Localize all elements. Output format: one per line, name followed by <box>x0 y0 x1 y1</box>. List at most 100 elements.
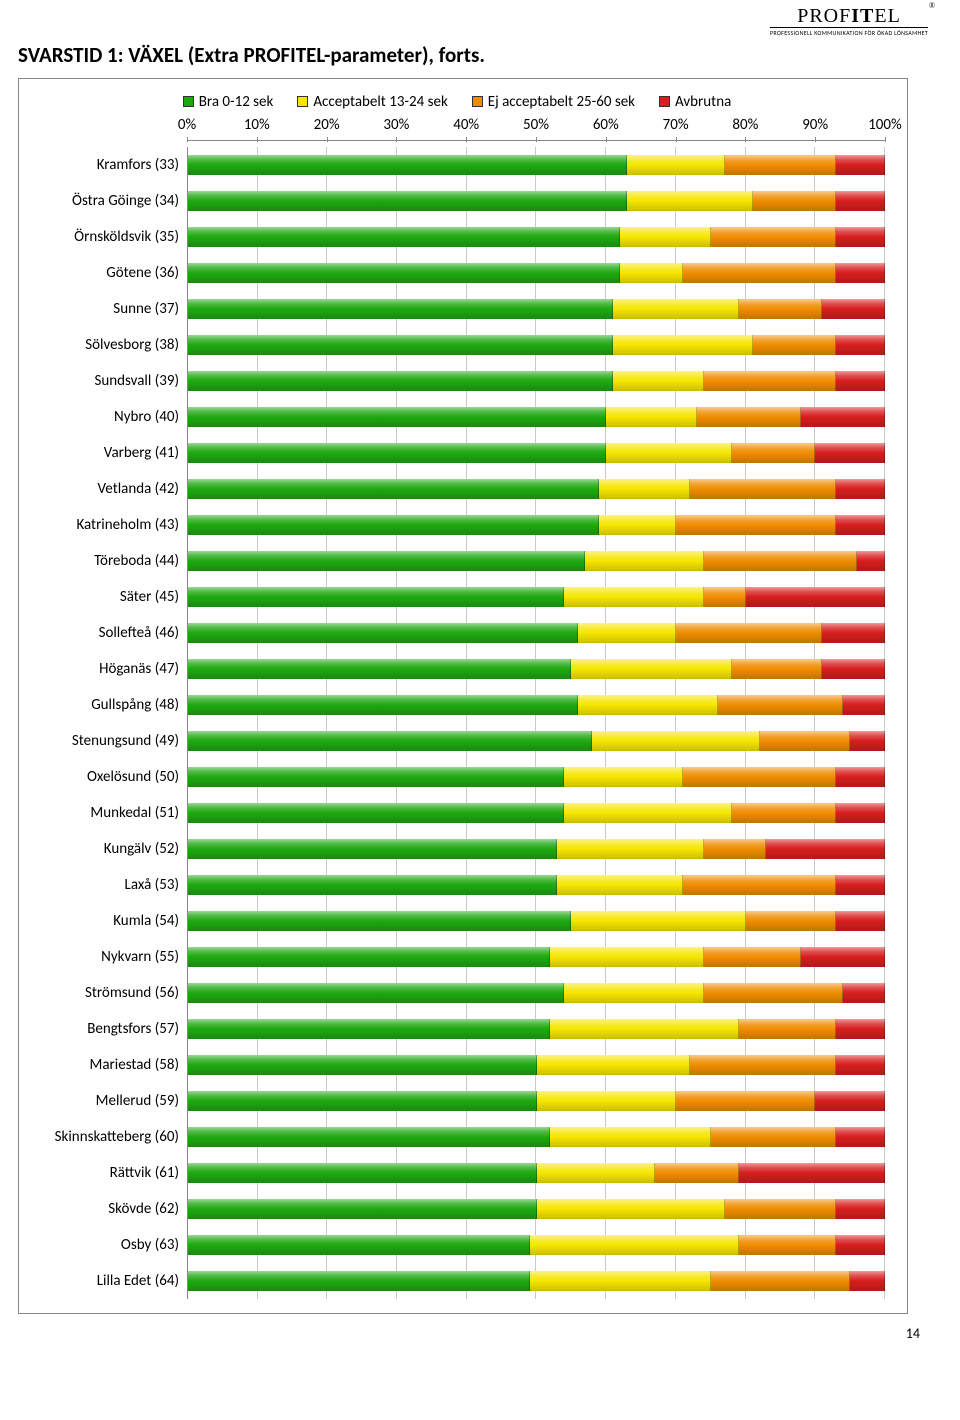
bar-segment <box>188 947 550 967</box>
bar-segment <box>537 1199 725 1219</box>
stacked-bar <box>188 875 885 895</box>
bar-segment <box>683 263 836 283</box>
logo-part: P <box>797 5 809 27</box>
bar-segment <box>188 731 592 751</box>
bar-segment <box>836 263 885 283</box>
bar-segment <box>732 443 816 463</box>
stacked-bar <box>188 587 885 607</box>
bar-row: Strömsund (56) <box>29 975 885 1011</box>
stacked-bar <box>188 839 885 859</box>
row-label: Strömsund (56) <box>29 984 187 1002</box>
legend-item: Bra 0-12 sek <box>183 93 274 111</box>
row-label: Lilla Edet (64) <box>29 1272 187 1290</box>
bar-segment <box>746 911 837 931</box>
bar-segment <box>690 1055 836 1075</box>
bar-segment <box>188 227 620 247</box>
bar-segment <box>836 227 885 247</box>
bar-row: Lilla Edet (64) <box>29 1263 885 1299</box>
x-tick-label: 100% <box>868 116 902 134</box>
bar-segment <box>188 551 585 571</box>
stacked-bar <box>188 947 885 967</box>
bar-row: Örnsköldsvik (35) <box>29 219 885 255</box>
bar-segment <box>850 1271 885 1291</box>
bar-row: Töreboda (44) <box>29 543 885 579</box>
x-axis-ticks: 0%10%20%30%40%50%60%70%80%90%100% <box>187 119 885 141</box>
x-tick-label: 0% <box>178 116 196 134</box>
page-number: 14 <box>906 1325 920 1342</box>
bar-segment <box>836 371 885 391</box>
row-label: Bengtsfors (57) <box>29 1020 187 1038</box>
bar-segment <box>537 1163 655 1183</box>
bar-segment <box>188 587 564 607</box>
bar-segment <box>836 1055 885 1075</box>
bar-segment <box>836 911 885 931</box>
bar-segment <box>822 623 885 643</box>
x-tick-label: 30% <box>383 116 409 134</box>
bar-segment <box>188 875 557 895</box>
stacked-bar <box>188 767 885 787</box>
bar-row: Mariestad (58) <box>29 1047 885 1083</box>
bar-row: Rättvik (61) <box>29 1155 885 1191</box>
page: PROFITEL ® PROFESSIONELL KOMMUNIKATION F… <box>0 0 960 1354</box>
bar-segment <box>606 443 731 463</box>
legend-label: Avbrutna <box>675 93 731 111</box>
bar-segment <box>711 1127 836 1147</box>
row-label: Rättvik (61) <box>29 1164 187 1182</box>
row-label: Osby (63) <box>29 1236 187 1254</box>
profitel-logo: PROFITEL ® PROFESSIONELL KOMMUNIKATION F… <box>770 6 928 36</box>
row-label: Götene (36) <box>29 264 187 282</box>
bar-segment <box>836 515 885 535</box>
chart-rows: Kramfors (33)Östra Göinge (34)Örnsköldsv… <box>29 147 885 1299</box>
stacked-bar <box>188 1163 885 1183</box>
bar-segment <box>585 551 703 571</box>
stacked-bar <box>188 515 885 535</box>
bar-segment <box>188 1199 537 1219</box>
bar-segment <box>627 155 725 175</box>
bar-segment <box>836 1199 885 1219</box>
stacked-bar <box>188 659 885 679</box>
row-label: Sölvesborg (38) <box>29 336 187 354</box>
bar-segment <box>857 551 885 571</box>
x-tick-label: 10% <box>244 116 270 134</box>
bar-segment <box>676 1091 815 1111</box>
bar-segment <box>815 1091 885 1111</box>
bar-cell <box>187 1227 885 1263</box>
row-label: Mariestad (58) <box>29 1056 187 1074</box>
bar-segment <box>537 1091 676 1111</box>
bar-row: Stenungsund (49) <box>29 723 885 759</box>
stacked-bar <box>188 443 885 463</box>
logo-part: T <box>860 5 874 27</box>
bar-segment <box>188 407 606 427</box>
bar-cell <box>187 471 885 507</box>
stacked-bar <box>188 263 885 283</box>
stacked-bar <box>188 155 885 175</box>
bar-segment <box>850 731 885 751</box>
bar-segment <box>836 1019 885 1039</box>
bar-segment <box>836 335 885 355</box>
bar-row: Nybro (40) <box>29 399 885 435</box>
bar-segment <box>822 299 885 319</box>
bar-cell <box>187 579 885 615</box>
bar-segment <box>613 335 752 355</box>
logo-part: ROF <box>809 5 851 27</box>
stacked-bar <box>188 479 885 499</box>
bar-segment <box>836 155 885 175</box>
bar-segment <box>188 371 613 391</box>
bar-segment <box>188 1019 550 1039</box>
bar-cell <box>187 975 885 1011</box>
bar-segment <box>557 839 703 859</box>
x-tick-label: 50% <box>523 116 549 134</box>
chart-frame: Bra 0-12 sekAcceptabelt 13-24 sekEj acce… <box>18 78 908 1314</box>
bar-segment <box>683 875 836 895</box>
row-label: Töreboda (44) <box>29 552 187 570</box>
bar-row: Oxelösund (50) <box>29 759 885 795</box>
bar-cell <box>187 435 885 471</box>
bar-segment <box>599 515 676 535</box>
bar-segment <box>599 479 690 499</box>
bar-segment <box>188 767 564 787</box>
stacked-bar <box>188 407 885 427</box>
stacked-bar <box>188 803 885 823</box>
bar-cell <box>187 327 885 363</box>
legend-label: Ej acceptabelt 25-60 sek <box>488 93 635 111</box>
row-label: Sollefteå (46) <box>29 624 187 642</box>
